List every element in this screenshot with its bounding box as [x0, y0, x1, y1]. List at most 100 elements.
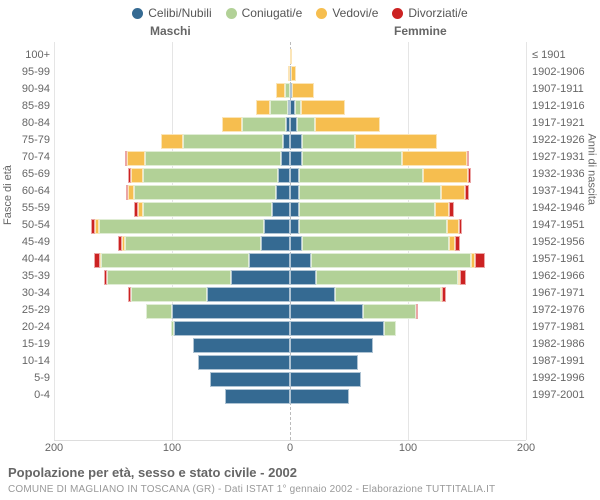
bar-segment-male-ved: [256, 100, 270, 115]
bar-segment-female-cel: [290, 372, 361, 387]
age-label: 95-99: [6, 66, 50, 78]
bar-segment-male-cel: [261, 236, 291, 251]
bar-segment-male-con: [107, 270, 231, 285]
birth-year-label: 1977-1981: [532, 321, 585, 333]
age-label: 85-89: [6, 100, 50, 112]
pyramid-row: [54, 371, 526, 388]
age-label: 70-74: [6, 151, 50, 163]
bar-segment-female-div: [468, 168, 470, 183]
pyramid-row: [54, 320, 526, 337]
bar-segment-female-con: [384, 321, 396, 336]
bar-segment-female-cel: [290, 253, 311, 268]
x-tick-label: 100: [163, 442, 181, 454]
bar-segment-male-div: [94, 253, 100, 268]
legend-item: Divorziati/e: [392, 6, 467, 20]
pyramid-row: [54, 48, 526, 65]
birth-year-label: 1912-1916: [532, 100, 585, 112]
pyramid-row: [54, 337, 526, 354]
pyramid-row: [54, 218, 526, 235]
legend-label: Vedovi/e: [332, 6, 378, 20]
bar-segment-female-cel: [290, 117, 297, 132]
pyramid-row: [54, 82, 526, 99]
bar-segment-male-con: [99, 219, 264, 234]
legend-swatch: [392, 8, 403, 19]
birth-year-label: 1947-1951: [532, 219, 585, 231]
bar-segment-male-ved: [276, 83, 285, 98]
pyramid-row: [54, 235, 526, 252]
bar-segment-female-cel: [290, 355, 358, 370]
bar-segment-female-cel: [290, 338, 373, 353]
bar-segment-male-cel: [231, 270, 290, 285]
bar-segment-male-div: [126, 185, 128, 200]
chart-subtitle: COMUNE DI MAGLIANO IN TOSCANA (GR) - Dat…: [8, 484, 495, 495]
bar-segment-male-ved: [131, 168, 143, 183]
age-label: 20-24: [6, 321, 50, 333]
bar-segment-male-con: [143, 202, 273, 217]
bar-segment-female-ved: [447, 219, 459, 234]
bar-segment-male-con: [171, 321, 175, 336]
bar-segment-male-ved: [138, 202, 143, 217]
age-label: 0-4: [6, 389, 50, 401]
bar-segment-male-ved: [127, 151, 145, 166]
bar-segment-male-ved: [161, 134, 182, 149]
bar-segment-female-cel: [290, 134, 302, 149]
bar-segment-female-cel: [290, 202, 299, 217]
legend-label: Celibi/Nubili: [148, 6, 211, 20]
birth-year-label: 1982-1986: [532, 338, 585, 350]
bar-segment-male-con: [101, 253, 249, 268]
age-label: 90-94: [6, 83, 50, 95]
legend-swatch: [316, 8, 327, 19]
bar-segment-male-cel: [172, 304, 290, 319]
pyramid-row: [54, 99, 526, 116]
bar-segment-female-con: [302, 151, 402, 166]
chart-title: Popolazione per età, sesso e stato civil…: [8, 465, 297, 480]
bar-segment-male-con: [183, 134, 283, 149]
bar-segment-female-con: [299, 219, 447, 234]
birth-year-label: 1917-1921: [532, 117, 585, 129]
bar-segment-male-cel: [264, 219, 290, 234]
pyramid-row: [54, 184, 526, 201]
bar-segment-male-div: [125, 151, 127, 166]
age-label: 15-19: [6, 338, 50, 350]
pyramid-row: [54, 252, 526, 269]
bar-segment-male-cel: [249, 253, 290, 268]
birth-year-label: 1927-1931: [532, 151, 585, 163]
age-label: 65-69: [6, 168, 50, 180]
age-label: 80-84: [6, 117, 50, 129]
bar-segment-female-con: [297, 117, 315, 132]
bar-segment-female-cel: [290, 219, 299, 234]
bar-segment-male-div: [118, 236, 123, 251]
bar-segment-male-con: [125, 236, 261, 251]
bar-segment-female-cel: [290, 270, 316, 285]
birth-year-label: 1957-1961: [532, 253, 585, 265]
birth-year-label: 1937-1941: [532, 185, 585, 197]
bar-segment-female-div: [459, 219, 463, 234]
bar-segment-female-con: [299, 168, 423, 183]
bar-segment-female-ved: [301, 100, 346, 115]
pyramid-row: [54, 133, 526, 150]
birth-year-label: 1962-1966: [532, 270, 585, 282]
bar-segment-female-con: [316, 270, 458, 285]
pyramid-row: [54, 354, 526, 371]
bar-segment-female-ved: [290, 49, 292, 64]
bar-segment-female-con: [302, 236, 450, 251]
bar-segment-male-div: [91, 219, 96, 234]
birth-year-label: 1992-1996: [532, 372, 585, 384]
bar-segment-female-ved: [355, 134, 438, 149]
age-label: 60-64: [6, 185, 50, 197]
bar-segment-male-div: [104, 270, 108, 285]
age-label: 10-14: [6, 355, 50, 367]
legend: Celibi/NubiliConiugati/eVedovi/eDivorzia…: [0, 0, 600, 20]
bar-segment-male-cel: [225, 389, 290, 404]
legend-item: Vedovi/e: [316, 6, 378, 20]
age-label: 75-79: [6, 134, 50, 146]
bar-segment-female-ved: [291, 66, 296, 81]
age-label: 25-29: [6, 304, 50, 316]
bar-segment-male-cel: [276, 185, 290, 200]
age-label: 100+: [6, 49, 50, 61]
x-tick-label: 100: [399, 442, 417, 454]
bar-segment-female-div: [475, 253, 484, 268]
male-heading: Maschi: [150, 24, 191, 38]
bar-segment-female-ved: [435, 202, 449, 217]
bar-segment-male-con: [242, 117, 287, 132]
